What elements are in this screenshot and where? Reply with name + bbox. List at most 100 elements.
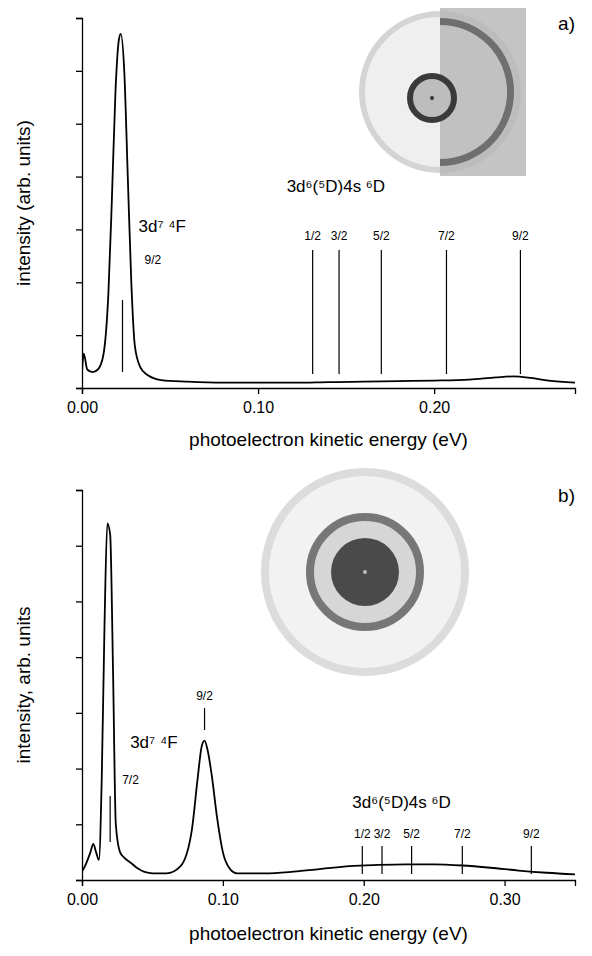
x-axis-title: photoelectron kinetic energy (eV) [189, 429, 468, 450]
y-tick-mark [76, 71, 82, 72]
x-axis-line [83, 881, 576, 887]
y-tick-mark [76, 768, 82, 769]
x-tick-label: 0.20 [349, 891, 380, 908]
x-axis: 0.00 0.10 0.20 [67, 388, 576, 416]
annotations: 3d⁷ ⁴F 9/2 3d⁶(⁵D)4s ⁶D 1/2 3/2 5/2 7/2 9/2 [122, 177, 529, 374]
y-tick [76, 229, 82, 230]
y-tick [76, 388, 82, 389]
level-marker [446, 250, 447, 374]
x-tick-mark [364, 880, 365, 886]
level-marker [122, 300, 123, 372]
y-tick [76, 824, 82, 825]
y-tick [76, 335, 82, 336]
y-tick [76, 880, 82, 881]
y-tick [76, 546, 82, 547]
level-j-label: 9/2 [144, 253, 161, 267]
level-j-label: 3/2 [331, 229, 348, 243]
x-tick: 0.10 [208, 880, 239, 908]
spectrum-line [82, 34, 575, 383]
y-tick [76, 601, 82, 602]
x-tick-label: 0.20 [419, 399, 450, 416]
x-tick: 0.00 [67, 388, 98, 416]
y-tick-mark [76, 713, 82, 714]
x-tick: 0.20 [349, 880, 380, 908]
y-tick-mark [76, 880, 82, 881]
inset-ring [310, 517, 420, 627]
plot-area [82, 34, 575, 383]
y-tick-mark [76, 335, 82, 336]
y-tick [76, 282, 82, 283]
x-tick-mark [434, 388, 435, 394]
level-label: 3d⁶(⁵D)4s ⁶D [287, 177, 386, 196]
y-tick [76, 713, 82, 714]
level-label: 3d⁷ ⁴F [138, 217, 185, 236]
y-tick-mark [76, 601, 82, 602]
y-axis [76, 19, 83, 389]
level-marker [338, 250, 339, 374]
y-tick [76, 18, 82, 19]
y-tick-mark [76, 282, 82, 283]
level-j-label: 7/2 [454, 827, 471, 841]
level-marker [362, 846, 363, 874]
level-marker [381, 250, 382, 374]
level-j-label: 5/2 [373, 229, 390, 243]
y-axis-line [76, 491, 83, 881]
inset-image [265, 472, 465, 672]
x-tick: 0.30 [490, 880, 521, 908]
level-j-label: 1/2 [304, 229, 321, 243]
y-tick-mark [76, 176, 82, 177]
inset-ring [410, 76, 454, 120]
x-tick-label: 0.00 [67, 399, 98, 416]
x-tick-label: 0.30 [490, 891, 521, 908]
panel: 0.00 0.10 0.20 0.30 3d⁷ ⁴F 7/2 9/2 3d⁶(⁵D)4s ⁶D… [13, 472, 576, 944]
level-j-label: 1/2 [354, 827, 371, 841]
annotations: 3d⁷ ⁴F7/29/23d⁶(⁵D)4s ⁶D1/23/25/27/29/2 [110, 689, 540, 874]
inset-core [331, 538, 399, 606]
plot-area [82, 523, 575, 874]
y-axis-title: intensity (arb. units) [13, 120, 34, 286]
figure: 0.00 0.10 0.20 3d⁷ ⁴F 9/2 3d⁶(⁵D)4s ⁶D 1/2 3/2 5… [0, 0, 592, 956]
panel-letter: b) [558, 485, 575, 506]
x-tick-mark [258, 388, 259, 394]
level-j-label: 9/2 [196, 689, 213, 703]
level-marker [520, 250, 521, 374]
y-tick-mark [76, 229, 82, 230]
level-marker [462, 846, 463, 874]
x-axis: 0.00 0.10 0.20 0.30 [67, 880, 576, 908]
panel-letter: a) [558, 13, 575, 34]
x-tick: 0.10 [243, 388, 274, 416]
panel: 0.00 0.10 0.20 3d⁷ ⁴F 9/2 3d⁶(⁵D)4s ⁶D 1/2 3/2 5… [13, 8, 576, 450]
inset-disk [265, 472, 465, 672]
y-tick-mark [76, 124, 82, 125]
level-label: 3d⁷ ⁴F [130, 733, 177, 752]
level-j-label: 9/2 [512, 229, 529, 243]
x-tick: 0.00 [67, 880, 98, 908]
x-axis-line [83, 389, 576, 395]
spectrum-line [82, 523, 575, 874]
x-tick-mark [504, 880, 505, 886]
y-tick [76, 71, 82, 72]
level-marker [204, 708, 205, 730]
level-marker [411, 846, 412, 874]
y-axis [76, 491, 83, 881]
x-tick-mark [223, 880, 224, 886]
inset-center [430, 96, 434, 100]
inset-center [363, 570, 367, 574]
y-tick-mark [76, 18, 82, 19]
y-tick [76, 177, 82, 178]
level-j-label: 7/2 [122, 773, 139, 787]
y-tick-mark [76, 546, 82, 547]
x-tick-label: 0.00 [67, 891, 98, 908]
level-marker [381, 846, 382, 874]
x-tick-label: 0.10 [243, 399, 274, 416]
inset-image [362, 8, 526, 176]
level-j-label: 7/2 [438, 229, 455, 243]
y-tick-mark [76, 824, 82, 825]
y-tick-mark [76, 388, 82, 389]
y-tick-mark [76, 657, 82, 658]
y-axis-title: intensity, arb. units [13, 606, 34, 763]
level-marker [531, 846, 532, 874]
level-j-label: 5/2 [403, 827, 420, 841]
level-label: 3d⁶(⁵D)4s ⁶D [352, 793, 451, 812]
level-marker [110, 796, 111, 842]
